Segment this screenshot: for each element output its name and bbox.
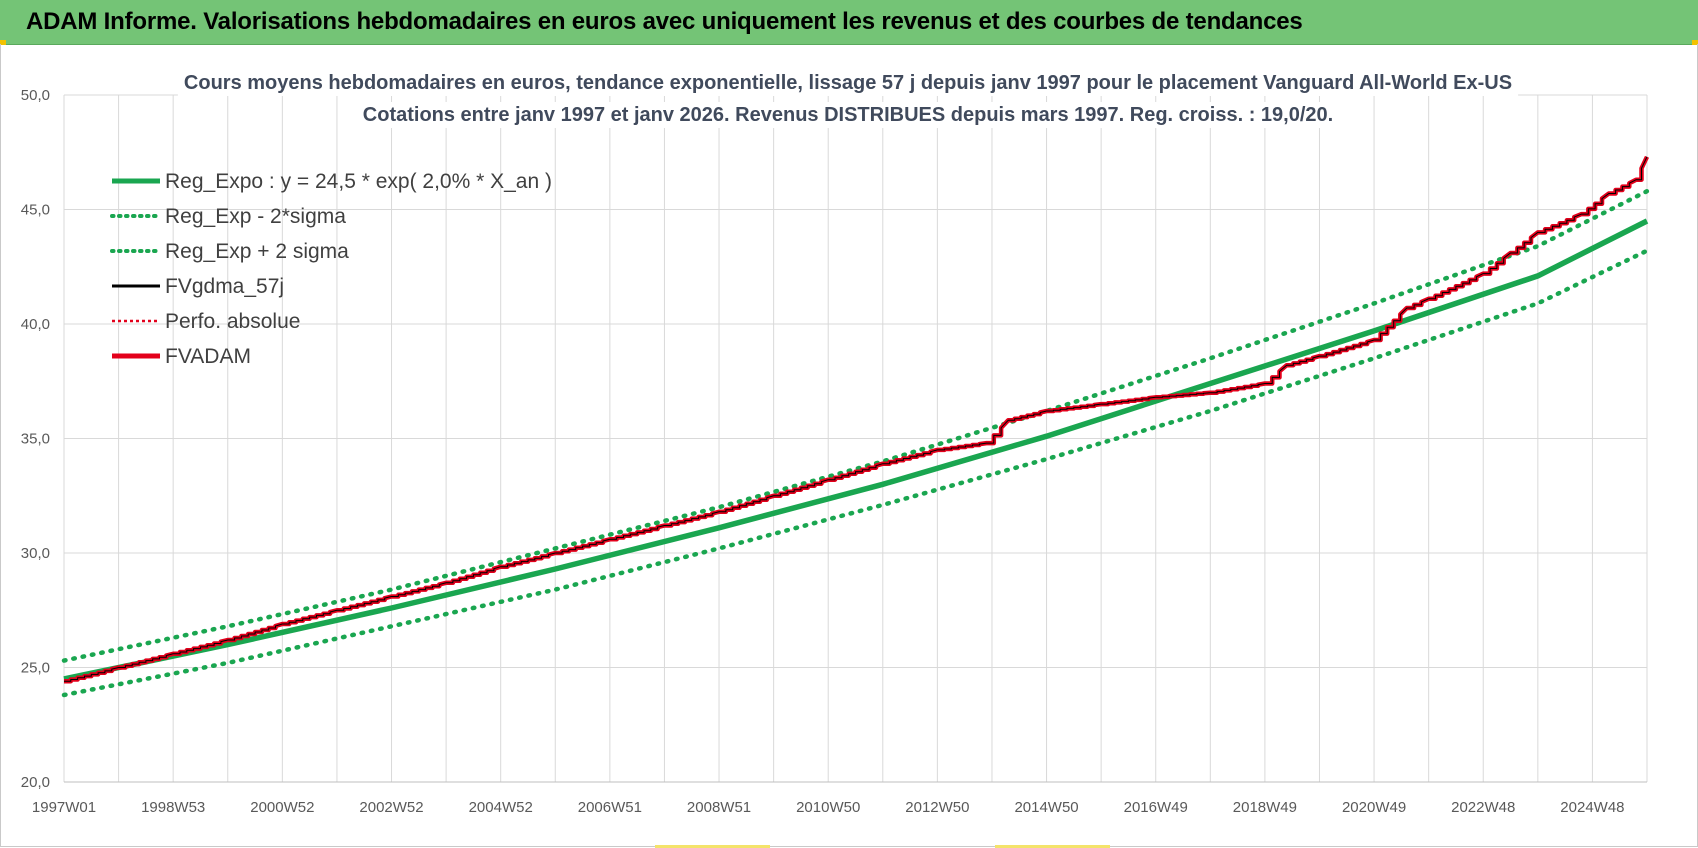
series-line-reg-exp-plus-2-sigma — [61, 188, 1650, 663]
y-tick-label: 45,0 — [21, 202, 50, 219]
corner-marker-left — [0, 40, 6, 45]
legend-item: Reg_Expo : y = 24,5 * exp( 2,0% * X_an ) — [112, 170, 552, 193]
y-tick-label: 30,0 — [21, 545, 50, 562]
x-tick-label: 2012W50 — [905, 799, 969, 816]
x-tick-label: 1998W53 — [141, 799, 205, 816]
bottom-marker — [995, 845, 1110, 848]
y-tick-label: 40,0 — [21, 316, 50, 333]
y-tick-label: 35,0 — [21, 431, 50, 448]
chart-title-background — [177, 70, 1519, 96]
series-line-fvgdma-57j — [64, 156, 1648, 682]
x-tick-label: 2022W48 — [1451, 799, 1515, 816]
chart-title-line: Cours moyens hebdomadaires en euros, ten… — [184, 72, 1512, 94]
x-tick-label: 2006W51 — [578, 799, 642, 816]
x-tick-label: 2016W49 — [1124, 799, 1188, 816]
x-tick-label: 2024W48 — [1560, 799, 1624, 816]
y-tick-label: 25,0 — [21, 660, 50, 677]
legend-item: Reg_Exp + 2 sigma — [110, 240, 349, 263]
x-tick-label: 2000W52 — [250, 799, 314, 816]
series-line-reg-exp-minus-2-sigma — [61, 248, 1650, 698]
x-tick-label: 2018W49 — [1233, 799, 1297, 816]
legend-label: Reg_Expo : y = 24,5 * exp( 2,0% * X_an ) — [165, 170, 552, 193]
x-tick-label: 1997W01 — [32, 799, 96, 816]
x-tick-label: 2002W52 — [359, 799, 423, 816]
x-tick-label: 2008W51 — [687, 799, 751, 816]
legend-item: Reg_Exp - 2*sigma — [110, 205, 346, 228]
title-banner: ADAM Informe. Valorisations hebdomadaire… — [0, 0, 1698, 45]
y-tick-label: 50,0 — [21, 87, 50, 104]
legend-label: FVgdma_57j — [165, 275, 284, 298]
x-tick-label: 2004W52 — [469, 799, 533, 816]
series-line-fvadam — [64, 155, 1650, 684]
legend-label: Perfo. absolue — [165, 310, 300, 333]
x-tick-label: 2020W49 — [1342, 799, 1406, 816]
chart-title-background — [356, 102, 1340, 128]
legend-item: FVgdma_57j — [112, 275, 284, 298]
legend-label: Reg_Exp - 2*sigma — [165, 205, 346, 228]
legend-item: Perfo. absolue — [112, 310, 300, 333]
x-tick-label: 2014W50 — [1014, 799, 1078, 816]
banner-title: ADAM Informe. Valorisations hebdomadaire… — [26, 8, 1303, 35]
y-tick-label: 20,0 — [21, 774, 50, 791]
legend-label: Reg_Exp + 2 sigma — [165, 240, 349, 263]
x-tick-label: 2010W50 — [796, 799, 860, 816]
bottom-marker — [655, 845, 770, 848]
legend-item: FVADAM — [112, 345, 251, 368]
series-line-reg-expo — [63, 218, 1649, 682]
chart-title-line: Cotations entre janv 1997 et janv 2026. … — [363, 104, 1333, 126]
corner-marker-right — [1692, 40, 1698, 45]
legend-label: FVADAM — [165, 345, 251, 368]
